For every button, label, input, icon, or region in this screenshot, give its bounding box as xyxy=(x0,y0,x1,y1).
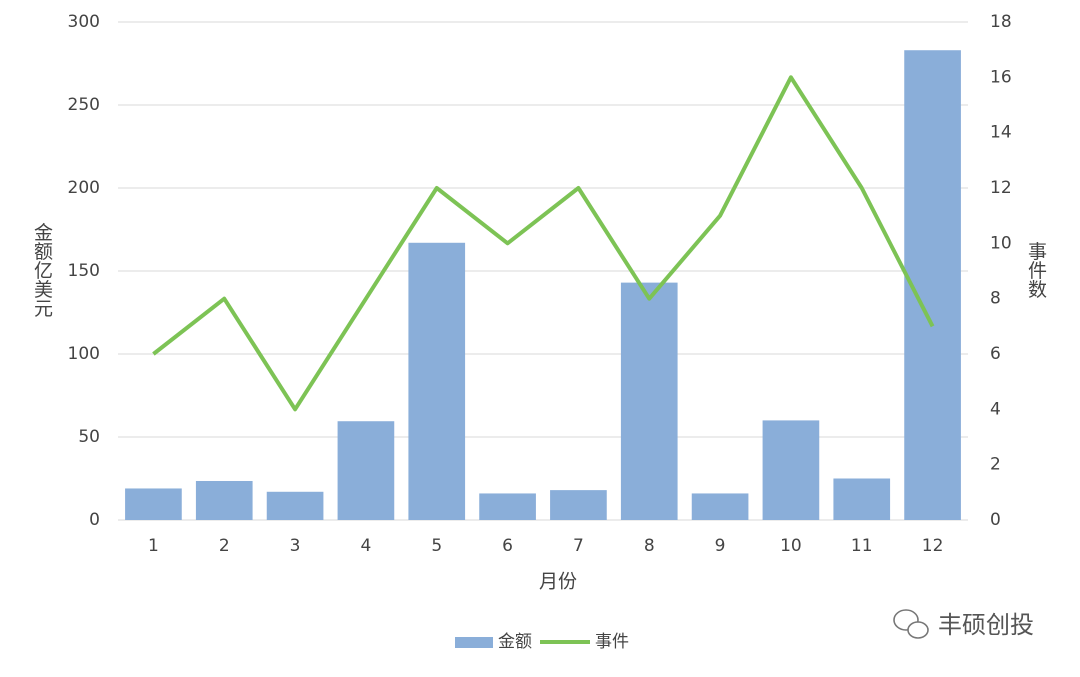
y2-tick-label: 12 xyxy=(990,178,1012,198)
bar xyxy=(195,480,253,520)
x-tick-label: 7 xyxy=(573,536,584,556)
y2-tick-label: 4 xyxy=(990,399,1001,419)
watermark-icon xyxy=(893,609,929,639)
x-tick-label: 12 xyxy=(922,536,944,556)
x-tick-label: 4 xyxy=(361,536,372,556)
y-tick-label: 50 xyxy=(78,427,100,447)
x-tick-label: 3 xyxy=(290,536,301,556)
x-tick-label: 9 xyxy=(715,536,726,556)
bar xyxy=(691,493,749,520)
bar xyxy=(337,421,395,520)
legend-label: 金额 xyxy=(498,632,532,652)
bar xyxy=(266,491,324,520)
bar xyxy=(125,488,182,520)
y-axis-label: 金额亿美元 xyxy=(31,222,53,317)
bar xyxy=(479,493,536,520)
y2-tick-label: 6 xyxy=(990,344,1001,364)
y-tick-label: 300 xyxy=(68,12,100,32)
y2-axis-label: 事件数 xyxy=(1025,241,1047,298)
x-tick-label: 8 xyxy=(644,536,655,556)
y2-tick-label: 16 xyxy=(990,67,1012,87)
y2-tick-label: 14 xyxy=(990,123,1012,143)
line xyxy=(152,75,935,412)
y2-tick-label: 10 xyxy=(990,233,1012,253)
x-tick-label: 11 xyxy=(851,536,873,556)
y-tick-label: 0 xyxy=(89,510,100,530)
x-tick-label: 10 xyxy=(780,536,802,556)
x-tick-label: 2 xyxy=(219,536,230,556)
y-tick-label: 250 xyxy=(68,95,100,115)
bar xyxy=(408,242,466,520)
legend-swatch xyxy=(455,637,493,648)
y2-tick-label: 2 xyxy=(990,455,1001,475)
y-tick-label: 150 xyxy=(68,261,100,281)
y-tick-label: 200 xyxy=(68,178,100,198)
x-tick-label: 6 xyxy=(502,536,513,556)
x-tick-label: 1 xyxy=(148,536,159,556)
y-tick-label: 100 xyxy=(68,344,100,364)
legend-label: 事件 xyxy=(595,632,629,652)
watermark: 丰硕创投 xyxy=(938,611,1034,639)
bar xyxy=(762,420,820,520)
bar xyxy=(550,490,607,520)
y2-tick-label: 18 xyxy=(990,12,1012,32)
bar xyxy=(833,478,891,520)
bar xyxy=(620,282,678,520)
x-axis-label: 月份 xyxy=(539,571,577,593)
y2-tick-label: 8 xyxy=(990,289,1001,309)
y2-tick-label: 0 xyxy=(990,510,1001,530)
x-tick-label: 5 xyxy=(431,536,442,556)
